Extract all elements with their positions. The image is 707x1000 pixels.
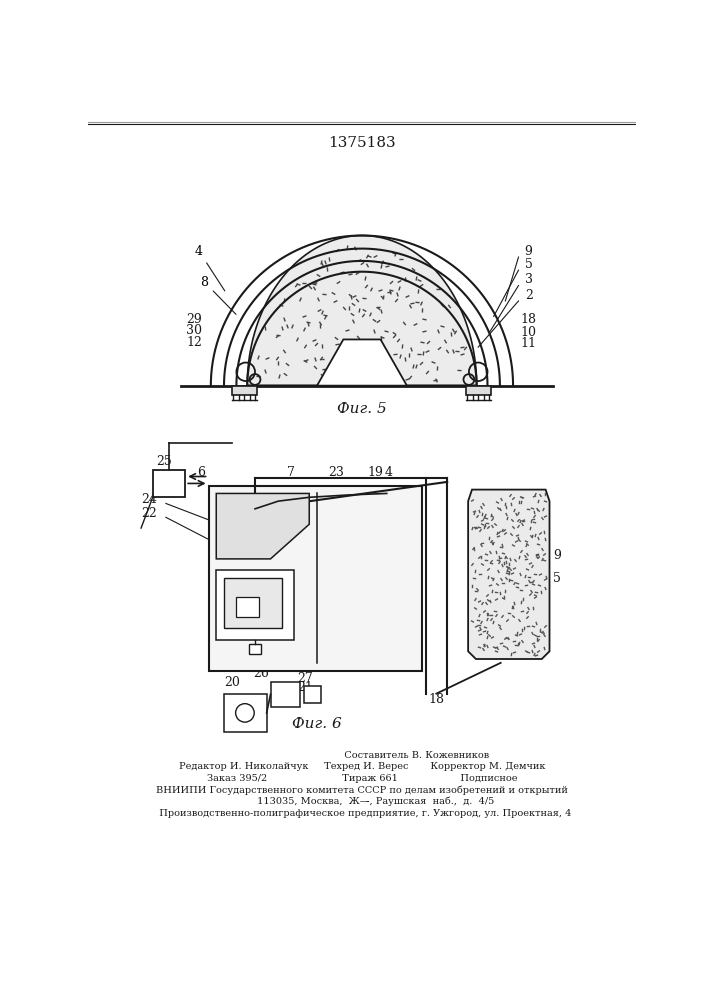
Text: 19: 19 xyxy=(367,466,383,479)
Text: 3: 3 xyxy=(525,273,532,286)
Text: 6: 6 xyxy=(197,466,205,479)
Text: Редактор И. Николайчук     Техред И. Верес       Корректор М. Демчик: Редактор И. Николайчук Техред И. Верес К… xyxy=(179,762,545,771)
Text: 5: 5 xyxy=(525,258,532,271)
Text: ВНИИПИ Государственного комитета СССР по делам изобретений и открытий: ВНИИПИ Государственного комитета СССР по… xyxy=(156,785,568,795)
Text: 24: 24 xyxy=(141,493,157,506)
Text: 8: 8 xyxy=(201,276,236,314)
Text: 21: 21 xyxy=(298,681,313,694)
Text: 29: 29 xyxy=(187,313,202,326)
Text: 25: 25 xyxy=(156,455,173,468)
Text: 30: 30 xyxy=(187,324,202,337)
Text: 23: 23 xyxy=(329,466,344,479)
Text: 27: 27 xyxy=(298,672,313,685)
Polygon shape xyxy=(317,339,407,386)
Text: 4: 4 xyxy=(195,245,225,291)
Text: 9: 9 xyxy=(554,549,561,562)
FancyBboxPatch shape xyxy=(224,694,267,732)
FancyBboxPatch shape xyxy=(232,386,257,395)
Text: 9: 9 xyxy=(525,245,532,258)
Text: 18: 18 xyxy=(428,693,445,706)
FancyBboxPatch shape xyxy=(466,386,491,395)
FancyBboxPatch shape xyxy=(209,486,421,671)
Text: 11: 11 xyxy=(521,337,537,350)
Text: Составитель В. Кожевников: Составитель В. Кожевников xyxy=(235,751,489,760)
FancyBboxPatch shape xyxy=(153,470,185,497)
Text: 7: 7 xyxy=(288,466,296,479)
Polygon shape xyxy=(468,490,549,659)
Polygon shape xyxy=(216,493,309,559)
Text: Фиг. 6: Фиг. 6 xyxy=(292,717,342,731)
FancyBboxPatch shape xyxy=(216,570,293,640)
Text: 113035, Москва,  Ж—̵, Раушская  наб.,  д.  4/5: 113035, Москва, Ж—̵, Раушская наб., д. 4… xyxy=(229,797,495,806)
Text: 10: 10 xyxy=(521,326,537,339)
Text: Производственно-полиграфическое предприятие, г. Ужгород, ул. Проектная, 4: Производственно-полиграфическое предприя… xyxy=(153,808,571,818)
Text: 5: 5 xyxy=(554,572,561,585)
FancyBboxPatch shape xyxy=(271,682,300,707)
Text: 12: 12 xyxy=(187,336,202,349)
Text: 2: 2 xyxy=(525,289,532,302)
FancyBboxPatch shape xyxy=(224,578,282,628)
Text: 22: 22 xyxy=(141,507,157,520)
FancyBboxPatch shape xyxy=(249,644,261,654)
Text: 1375183: 1375183 xyxy=(328,136,396,150)
Text: 26: 26 xyxy=(253,667,269,680)
Text: 18: 18 xyxy=(521,313,537,326)
Text: 4: 4 xyxy=(385,466,393,479)
Text: 20: 20 xyxy=(224,676,240,689)
FancyBboxPatch shape xyxy=(304,686,321,703)
Text: Заказ 395/2                        Тираж 661                    Подписное: Заказ 395/2 Тираж 661 Подписное xyxy=(206,774,518,783)
Text: Фиг. 5: Фиг. 5 xyxy=(337,402,387,416)
FancyBboxPatch shape xyxy=(235,597,259,617)
Polygon shape xyxy=(247,236,477,386)
